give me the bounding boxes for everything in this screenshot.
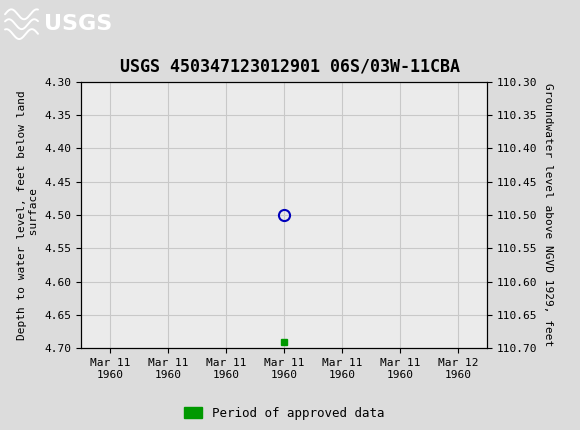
Y-axis label: Depth to water level, feet below land
 surface: Depth to water level, feet below land su… [17, 90, 39, 340]
Text: USGS: USGS [44, 14, 113, 34]
Text: USGS 450347123012901 06S/03W-11CBA: USGS 450347123012901 06S/03W-11CBA [120, 58, 460, 76]
Legend: Period of approved data: Period of approved data [179, 402, 390, 425]
Y-axis label: Groundwater level above NGVD 1929, feet: Groundwater level above NGVD 1929, feet [543, 83, 553, 347]
